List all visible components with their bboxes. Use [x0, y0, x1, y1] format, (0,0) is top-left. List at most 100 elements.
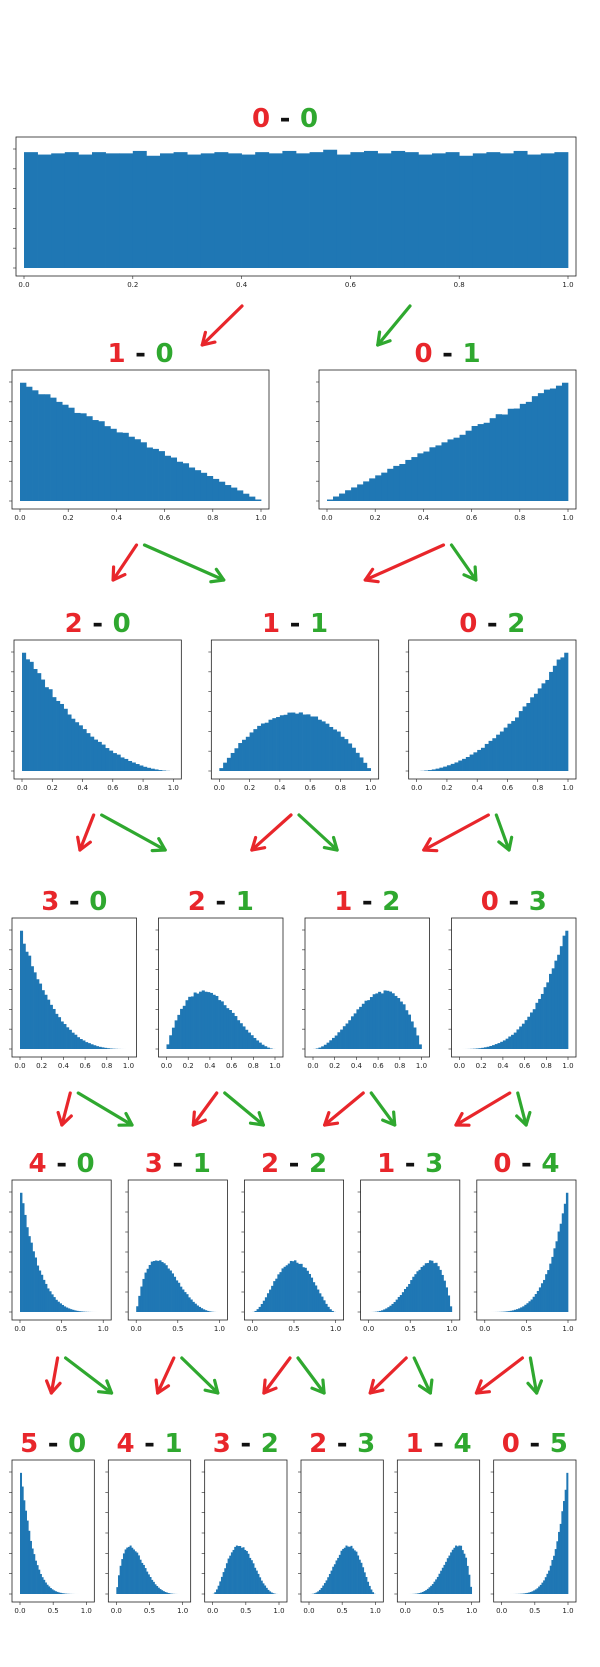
x-tick-label: 0.2: [370, 514, 381, 522]
bar: [459, 155, 474, 268]
bar: [230, 752, 235, 771]
bar: [52, 1008, 56, 1049]
bar: [247, 1032, 251, 1049]
x-tick-label: 0.6: [345, 281, 357, 289]
bar: [347, 1546, 350, 1594]
histogram-1-2: 0.0 0.2 0.4 0.6 0.8 1.0: [302, 917, 430, 1070]
bar: [531, 1591, 534, 1594]
bar: [306, 1270, 309, 1312]
x-tick-label: 0.4: [274, 784, 286, 792]
count-label: 0-3: [481, 887, 547, 917]
label-dash: -: [144, 1429, 155, 1459]
bar: [535, 1002, 539, 1049]
bar: [209, 1311, 212, 1312]
bar: [329, 726, 334, 771]
bar: [59, 1592, 62, 1594]
bar: [461, 1550, 464, 1594]
bar: [64, 152, 79, 268]
bar: [204, 991, 208, 1049]
bar: [159, 1260, 162, 1312]
bar: [79, 1039, 83, 1049]
bar: [22, 652, 27, 771]
bar: [50, 397, 57, 501]
bar: [282, 150, 297, 268]
x-tick-label: 0.4: [497, 1062, 509, 1070]
bar: [505, 1038, 509, 1049]
bar: [391, 1303, 394, 1312]
bar: [116, 432, 123, 501]
x-tick-label: 1.0: [269, 1062, 280, 1070]
bar: [546, 982, 550, 1049]
x-tick-label: 0.2: [441, 784, 452, 792]
bar: [129, 1545, 132, 1594]
successes-count: 0: [155, 339, 173, 369]
bar: [547, 1270, 550, 1312]
successes-count: 2: [309, 1149, 327, 1179]
bar: [294, 1260, 297, 1312]
bar: [533, 1590, 536, 1594]
bar: [264, 1585, 267, 1594]
histogram-0-0: 0.0 0.2 0.4 0.6 0.8 1.0: [13, 136, 577, 289]
failures-count: 3: [213, 1429, 231, 1459]
bar: [23, 1500, 26, 1594]
bar: [157, 1587, 160, 1594]
bar: [86, 416, 93, 501]
green-arrow: [142, 543, 226, 584]
bar: [348, 1546, 351, 1594]
bar: [393, 465, 400, 501]
bar: [541, 683, 546, 771]
successes-count: 1: [236, 887, 254, 917]
bar: [438, 1573, 441, 1594]
bar: [249, 1557, 252, 1594]
bar: [441, 1274, 444, 1312]
bar: [448, 1555, 451, 1594]
bar: [36, 979, 40, 1049]
bar: [509, 1310, 513, 1312]
bar: [24, 152, 38, 268]
histogram-2-2: 0.0 0.5 1.0: [241, 1179, 344, 1333]
bar: [134, 1551, 137, 1594]
bar: [36, 1565, 39, 1594]
count-label: 2-3: [309, 1429, 375, 1459]
bar: [276, 717, 281, 771]
bar: [62, 404, 69, 501]
x-tick-label: 0.0: [411, 784, 422, 792]
bar: [212, 994, 216, 1049]
count-label: 2-1: [188, 887, 254, 917]
bar: [222, 1572, 225, 1594]
red-arrow: [422, 813, 490, 853]
bar: [161, 1590, 164, 1594]
label-dash: -: [172, 1149, 183, 1179]
bar: [156, 1586, 159, 1594]
bar: [329, 1309, 332, 1312]
bar: [333, 1564, 336, 1594]
bar: [536, 1588, 539, 1594]
bar: [58, 1592, 61, 1594]
bar: [492, 738, 497, 771]
bar: [418, 154, 433, 268]
bar: [116, 754, 121, 771]
bar: [500, 153, 514, 268]
bar: [169, 1035, 173, 1049]
bar: [372, 994, 376, 1049]
bar: [137, 1555, 140, 1594]
bar: [217, 1585, 220, 1594]
bar: [466, 1565, 469, 1594]
red-arrow: [262, 1356, 292, 1395]
bar: [545, 679, 550, 771]
bar: [446, 1558, 449, 1594]
bar: [310, 1277, 314, 1312]
x-tick-label: 0.0: [321, 514, 332, 522]
count-label: 0-4: [493, 1149, 559, 1179]
bar: [318, 1047, 322, 1049]
bar: [300, 1263, 303, 1312]
bar: [518, 1308, 521, 1312]
bar: [257, 1573, 260, 1594]
bar: [538, 998, 542, 1049]
failures-count: 5: [20, 1429, 38, 1459]
bar: [551, 1256, 554, 1312]
bar: [543, 389, 551, 501]
bar: [219, 1581, 222, 1594]
bar: [508, 1036, 512, 1049]
bar: [507, 723, 512, 771]
